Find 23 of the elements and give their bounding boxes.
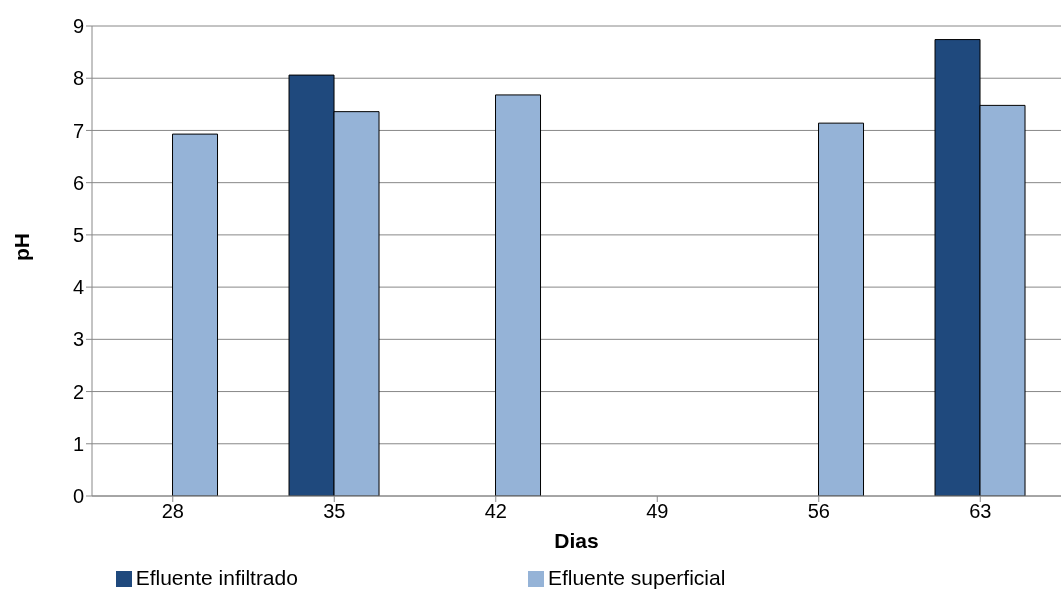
x-axis-title: Dias	[554, 529, 599, 552]
y-tick-label: 7	[72, 119, 84, 142]
y-tick-label: 8	[72, 67, 84, 90]
x-tick-label: 49	[646, 500, 669, 523]
y-tick-label: 4	[72, 276, 84, 299]
legend-label: Efluente superficial	[547, 566, 726, 589]
legend-label: Efluente infiltrado	[135, 566, 298, 589]
y-tick-label: 0	[72, 485, 84, 508]
y-tick-label: 5	[72, 223, 84, 246]
bar	[172, 133, 219, 496]
bar	[818, 122, 865, 496]
x-tick-label: 63	[969, 500, 992, 523]
bar	[495, 94, 542, 496]
x-tick-label: 28	[161, 500, 184, 523]
x-tick-label: 56	[807, 500, 830, 523]
y-tick-label: 6	[72, 171, 84, 194]
x-tick-label: 35	[323, 500, 346, 523]
x-tick-label: 42	[484, 500, 507, 523]
y-tick-label: 1	[72, 432, 84, 455]
y-tick-label: 3	[72, 328, 84, 351]
y-tick-label: 2	[72, 380, 84, 403]
y-axis-title: pH	[10, 233, 34, 261]
y-tick-label: 9	[72, 15, 84, 38]
